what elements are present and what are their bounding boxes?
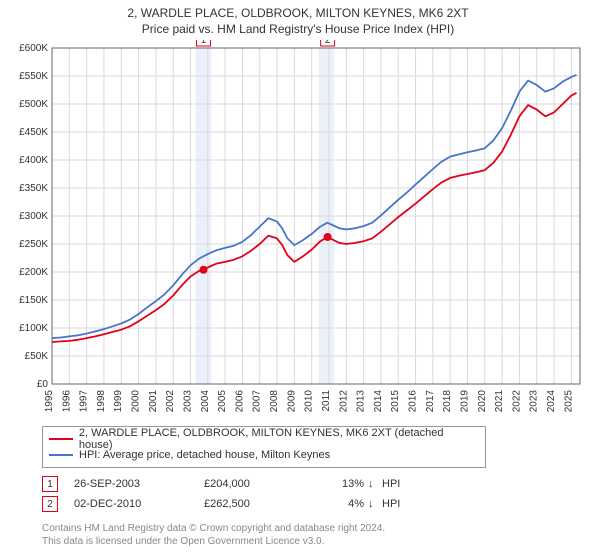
svg-text:1996: 1996 (61, 390, 72, 413)
svg-text:£200K: £200K (19, 267, 48, 278)
svg-text:2022: 2022 (511, 390, 522, 413)
legend-swatch (49, 438, 73, 440)
svg-text:2012: 2012 (338, 390, 349, 413)
svg-text:2011: 2011 (321, 390, 332, 412)
legend-label: HPI: Average price, detached house, Milt… (79, 449, 330, 461)
svg-text:2007: 2007 (252, 390, 263, 413)
svg-text:2000: 2000 (131, 390, 142, 413)
svg-text:£350K: £350K (19, 183, 48, 194)
svg-text:2019: 2019 (459, 390, 470, 413)
svg-text:2009: 2009 (286, 390, 297, 413)
legend-swatch (49, 454, 73, 456)
marker-price: £262,500 (204, 498, 314, 510)
svg-text:2010: 2010 (304, 390, 315, 413)
marker-row: 1 26-SEP-2003£204,00013%↓HPI (42, 474, 590, 494)
chart: £0 £50K £100K £150K £200K £250K £300K £350K £400… (6, 40, 590, 420)
svg-text:1998: 1998 (96, 390, 107, 413)
marker-date: 26-SEP-2003 (74, 478, 204, 490)
svg-text:1: 1 (201, 40, 207, 46)
svg-text:1999: 1999 (113, 390, 124, 413)
svg-text:2016: 2016 (408, 390, 419, 413)
svg-text:2008: 2008 (269, 390, 280, 413)
marker-hpi-label: HPI (382, 478, 422, 490)
footer-line-1: Contains HM Land Registry data © Crown c… (42, 522, 590, 535)
legend: 2, WARDLE PLACE, OLDBROOK, MILTON KEYNES… (42, 426, 486, 468)
marker-badge: 1 (42, 476, 58, 492)
svg-text:£100K: £100K (19, 323, 48, 334)
svg-text:2: 2 (325, 40, 331, 46)
marker-price: £204,000 (204, 478, 314, 490)
svg-text:1997: 1997 (79, 390, 90, 413)
svg-text:2014: 2014 (373, 390, 384, 413)
title-line-2: Price paid vs. HM Land Registry's House … (6, 22, 590, 36)
svg-text:£400K: £400K (19, 155, 48, 166)
footer: Contains HM Land Registry data © Crown c… (42, 522, 590, 548)
svg-text:£250K: £250K (19, 239, 48, 250)
marker-row: 2 02-DEC-2010£262,5004%↓HPI (42, 494, 590, 514)
svg-text:2017: 2017 (425, 390, 436, 413)
legend-item: 2, WARDLE PLACE, OLDBROOK, MILTON KEYNES… (49, 431, 479, 447)
marker-pct: 4% (314, 498, 368, 510)
svg-text:£300K: £300K (19, 211, 48, 222)
svg-text:2015: 2015 (390, 390, 401, 413)
chart-svg: £0 £50K £100K £150K £200K £250K £300K £350K £400… (6, 40, 590, 420)
marker-badge: 2 (42, 496, 58, 512)
svg-text:2003: 2003 (182, 390, 193, 413)
svg-text:2001: 2001 (148, 390, 159, 413)
svg-text:£150K: £150K (19, 295, 48, 306)
marker-pct: 13% (314, 478, 368, 490)
svg-text:2023: 2023 (529, 390, 540, 413)
svg-text:2020: 2020 (477, 390, 488, 413)
footer-line-2: This data is licensed under the Open Gov… (42, 535, 590, 548)
svg-text:2021: 2021 (494, 390, 505, 413)
down-arrow-icon: ↓ (368, 498, 382, 510)
svg-text:£600K: £600K (19, 43, 48, 54)
svg-text:2005: 2005 (217, 390, 228, 413)
marker-hpi-label: HPI (382, 498, 422, 510)
svg-text:£500K: £500K (19, 99, 48, 110)
markers-table: 1 26-SEP-2003£204,00013%↓HPI 2 02-DEC-2010£… (42, 474, 590, 514)
svg-text:2018: 2018 (442, 390, 453, 413)
svg-text:2006: 2006 (234, 390, 245, 413)
titles: 2, WARDLE PLACE, OLDBROOK, MILTON KEYNES… (6, 6, 590, 36)
svg-text:2002: 2002 (165, 390, 176, 413)
svg-text:2024: 2024 (546, 390, 557, 413)
title-line-1: 2, WARDLE PLACE, OLDBROOK, MILTON KEYNES… (6, 6, 590, 20)
svg-text:£50K: £50K (25, 351, 49, 362)
svg-text:2013: 2013 (356, 390, 367, 413)
svg-text:£450K: £450K (19, 127, 48, 138)
legend-label: 2, WARDLE PLACE, OLDBROOK, MILTON KEYNES… (79, 427, 479, 451)
svg-text:£0: £0 (37, 379, 49, 390)
page: 2, WARDLE PLACE, OLDBROOK, MILTON KEYNES… (0, 0, 600, 560)
svg-text:£550K: £550K (19, 71, 48, 82)
svg-text:2004: 2004 (200, 390, 211, 413)
svg-text:1995: 1995 (44, 390, 55, 413)
marker-date: 02-DEC-2010 (74, 498, 204, 510)
svg-text:2025: 2025 (563, 390, 574, 413)
down-arrow-icon: ↓ (368, 478, 382, 490)
